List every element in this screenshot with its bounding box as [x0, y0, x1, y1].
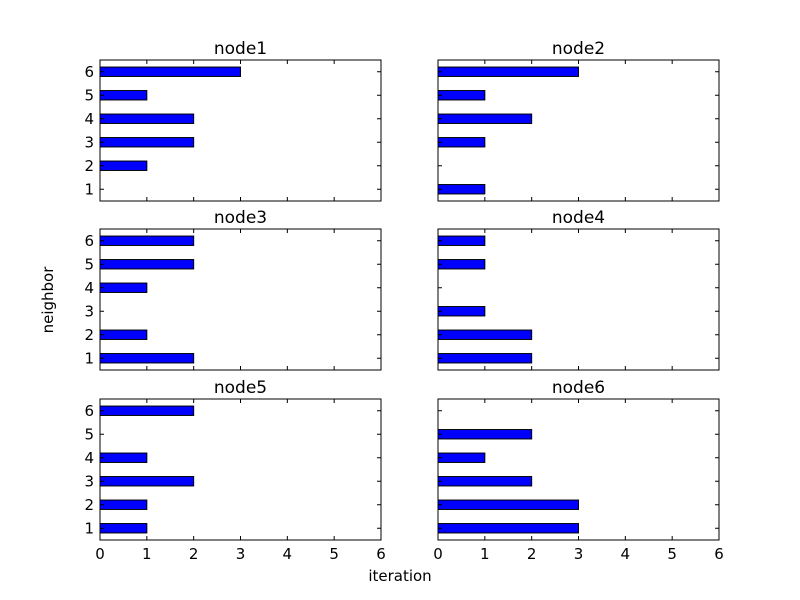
- bar-node6-neighbor-3: [437, 476, 533, 487]
- y-tick-label: 1: [84, 519, 94, 537]
- bar-node4-neighbor-6: [437, 235, 486, 246]
- bar-node6-neighbor-1: [437, 523, 579, 534]
- bar-node1-neighbor-3: [99, 137, 195, 148]
- axes-frame-node1: [99, 59, 382, 202]
- bar-node2-neighbor-5: [437, 90, 486, 101]
- y-tick-label: 4: [84, 110, 94, 128]
- bar-node4-neighbor-1: [437, 353, 533, 364]
- bar-node5-neighbor-4: [99, 452, 148, 463]
- y-tick-label: 6: [84, 63, 94, 81]
- y-tick-label: 1: [84, 349, 94, 367]
- x-tick-label: 1: [142, 545, 152, 563]
- y-tick-label: 5: [84, 86, 94, 104]
- bar-node3-neighbor-2: [99, 329, 148, 340]
- bar-node4-neighbor-2: [437, 329, 533, 340]
- bar-node6-neighbor-5: [437, 429, 533, 440]
- bar-node4-neighbor-5: [437, 259, 486, 270]
- y-tick-label: 4: [84, 279, 94, 297]
- bar-node3-neighbor-1: [99, 353, 195, 364]
- bar-node3-neighbor-5: [99, 259, 195, 270]
- bar-node1-neighbor-4: [99, 113, 195, 124]
- x-tick-label: 5: [329, 545, 339, 563]
- x-tick-label: 4: [283, 545, 293, 563]
- bar-node5-neighbor-3: [99, 476, 195, 487]
- bar-node1-neighbor-2: [99, 160, 148, 171]
- y-tick-label: 3: [84, 302, 94, 320]
- bar-node2-neighbor-1: [437, 184, 486, 195]
- y-tick-label: 3: [84, 133, 94, 151]
- bar-node3-neighbor-6: [99, 235, 195, 246]
- bar-node6-neighbor-4: [437, 452, 486, 463]
- y-tick-label: 1: [84, 180, 94, 198]
- x-tick-label: 5: [667, 545, 677, 563]
- y-tick-label: 5: [84, 425, 94, 443]
- subplot-title-node6: node6: [552, 378, 605, 398]
- x-tick-label: 6: [376, 545, 386, 563]
- bar-node2-neighbor-4: [437, 113, 533, 124]
- x-tick-label: 0: [433, 545, 443, 563]
- bar-node5-neighbor-1: [99, 523, 148, 534]
- x-tick-label: 2: [189, 545, 199, 563]
- axes-frame-node4: [437, 228, 720, 371]
- axes-frame-node6: [437, 398, 720, 541]
- subplot-title-node4: node4: [552, 208, 605, 228]
- bar-node6-neighbor-2: [437, 499, 579, 510]
- y-tick-label: 5: [84, 255, 94, 273]
- y-tick-label: 2: [84, 496, 94, 514]
- y-tick-label: 6: [84, 232, 94, 250]
- bar-node1-neighbor-5: [99, 90, 148, 101]
- y-tick-label: 2: [84, 157, 94, 175]
- y-tick-label: 2: [84, 326, 94, 344]
- subplot-title-node1: node1: [214, 39, 267, 59]
- bar-node5-neighbor-6: [99, 405, 195, 416]
- bar-node5-neighbor-2: [99, 499, 148, 510]
- y-axis-label: neighbor: [39, 266, 57, 334]
- axes-frame-node2: [437, 59, 720, 202]
- x-tick-label: 4: [621, 545, 631, 563]
- x-axis-label: iteration: [368, 567, 431, 585]
- axes-frame-node3: [99, 228, 382, 371]
- bar-node3-neighbor-4: [99, 282, 148, 293]
- y-tick-label: 4: [84, 449, 94, 467]
- x-tick-label: 0: [95, 545, 105, 563]
- x-tick-label: 2: [527, 545, 537, 563]
- subplot-title-node2: node2: [552, 39, 605, 59]
- x-tick-label: 1: [480, 545, 490, 563]
- x-tick-label: 3: [574, 545, 584, 563]
- subplot-title-node5: node5: [214, 378, 267, 398]
- y-tick-label: 3: [84, 472, 94, 490]
- axes-frame-node5: [99, 398, 382, 541]
- bar-node2-neighbor-3: [437, 137, 486, 148]
- bar-node4-neighbor-3: [437, 306, 486, 317]
- x-tick-label: 6: [714, 545, 724, 563]
- y-tick-label: 6: [84, 402, 94, 420]
- bar-node1-neighbor-6: [99, 66, 241, 77]
- x-tick-label: 3: [236, 545, 246, 563]
- subplot-title-node3: node3: [214, 208, 267, 228]
- bar-node2-neighbor-6: [437, 66, 579, 77]
